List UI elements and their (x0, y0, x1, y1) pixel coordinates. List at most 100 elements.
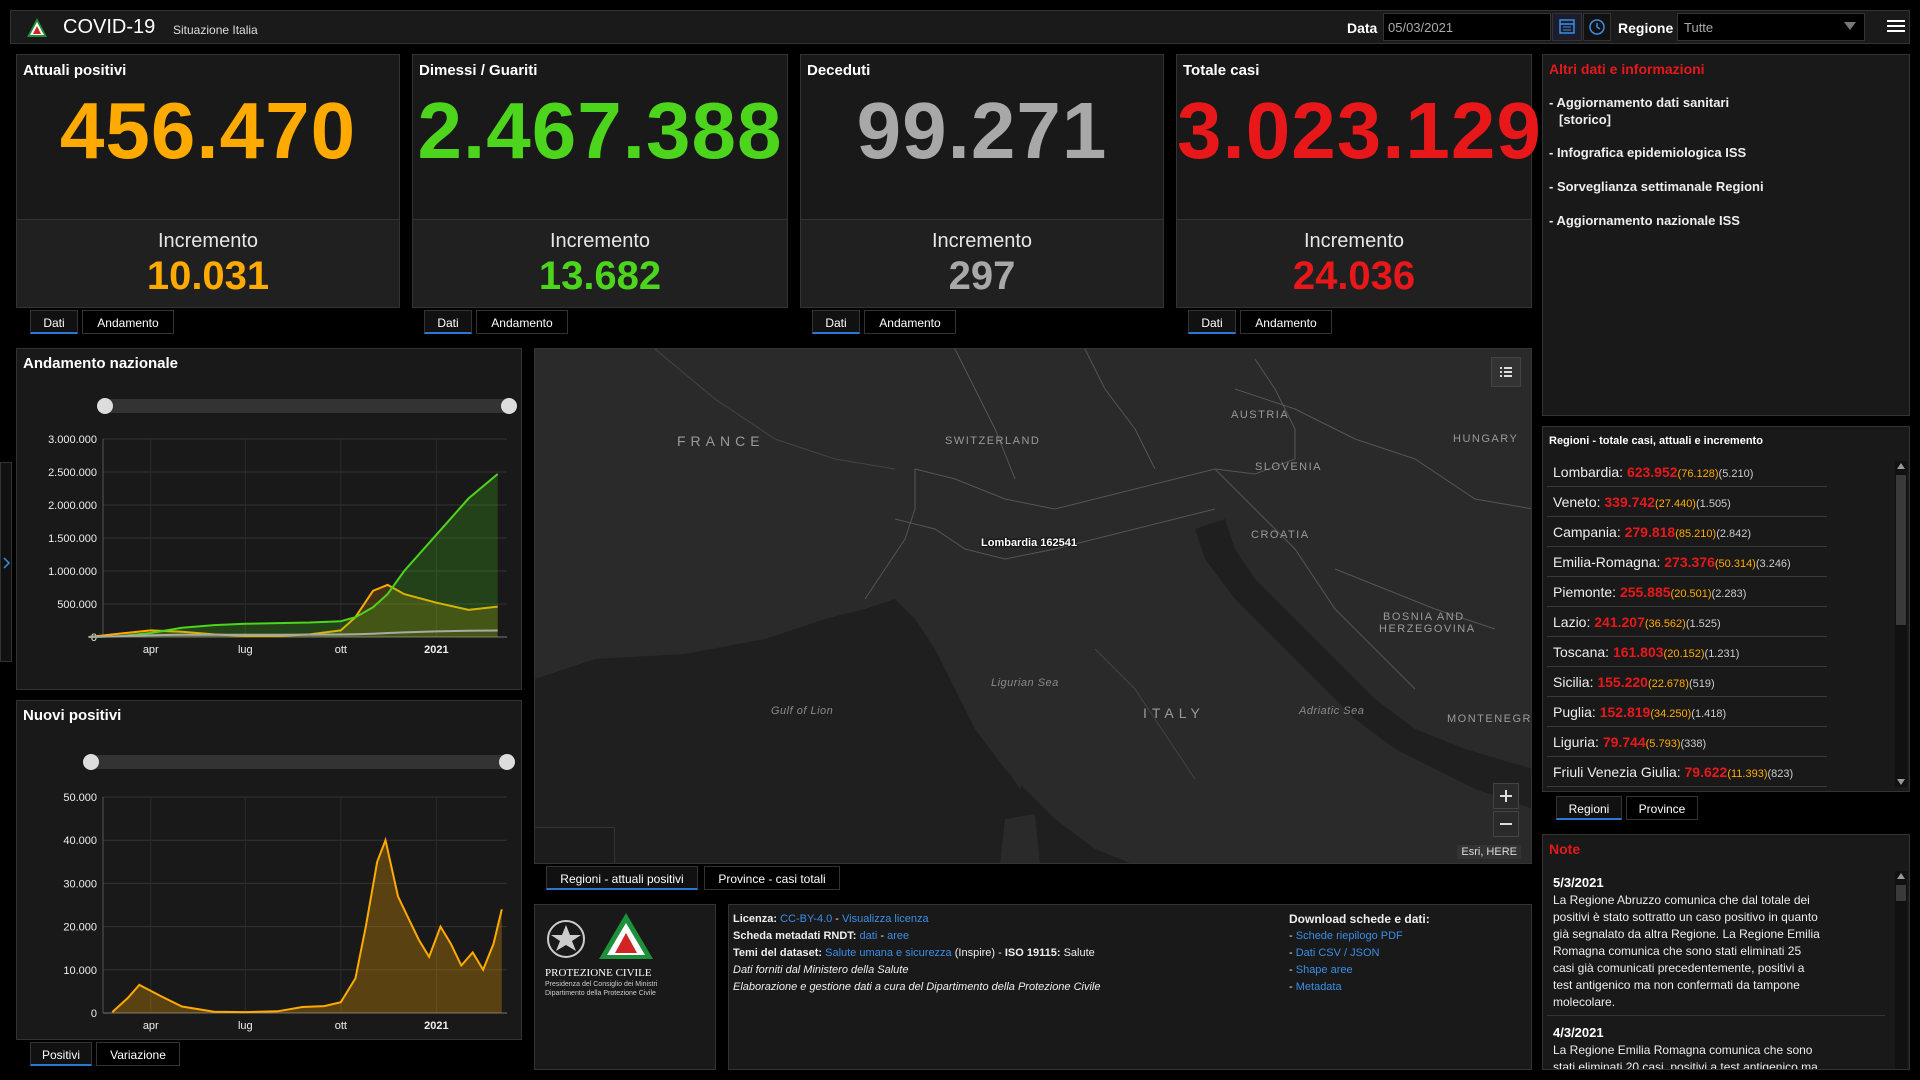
region-total: 152.819 (1599, 704, 1651, 720)
map-legend-button[interactable] (1491, 357, 1521, 387)
download-title: Download schede e dati: (1289, 912, 1430, 926)
map-canvas (535, 349, 1531, 863)
increment-label: Incremento (157, 230, 259, 252)
left-panel-handle[interactable] (0, 462, 12, 662)
tab-dati-positivi[interactable]: Dati (30, 310, 78, 334)
notes-scrollbar[interactable] (1895, 871, 1907, 1069)
scrollbar-thumb[interactable] (1896, 885, 1906, 901)
region-row[interactable]: Liguria: 79.744(5.793)(338) (1547, 727, 1827, 757)
iso-value: Salute (1060, 947, 1095, 959)
tab-variazione[interactable]: Variazione (96, 1042, 180, 1066)
scheda-dati-link[interactable]: dati (859, 930, 878, 942)
tab-regioni[interactable]: Regioni (1556, 796, 1622, 820)
list-icon (1500, 367, 1512, 377)
andamento-chart: 3.000.000 2.500.000 2.000.000 1.500.000 1.00… (48, 398, 517, 656)
scrollbar-thumb[interactable] (1896, 475, 1906, 625)
scroll-up-arrow-icon[interactable] (1897, 463, 1905, 469)
map-label-slovenia: SLOVENIA (1255, 461, 1323, 473)
range-slider-track (91, 755, 507, 769)
card-totale-casi: Totale casi 3.023.129 Incremento 24.036 (1176, 54, 1541, 308)
region-row[interactable]: Lombardia: 623.952(76.128)(5.210) (1547, 457, 1827, 487)
region-name: Piemonte: (1553, 584, 1617, 600)
footer-temi: Temi del dataset: Salute umana e sicurez… (733, 945, 1095, 962)
tab-andamento-totale[interactable]: Andamento (1240, 310, 1332, 334)
card-attuali-positivi: Attuali positivi 456.470 Incremento 10.0… (16, 54, 400, 308)
map-label-herzegovina: HERZEGOVINA (1379, 623, 1476, 635)
visualizza-licenza-link[interactable]: Visualizza licenza (842, 913, 929, 925)
tab-andamento-guariti[interactable]: Andamento (476, 310, 568, 334)
date-input[interactable]: 05/03/2021 (1383, 13, 1551, 41)
logo-subtitle-1: Presidenza del Consiglio dei Ministri (545, 981, 658, 988)
regions-scrollbar[interactable] (1895, 461, 1907, 787)
info-link-iss[interactable]: - Aggiornamento nazionale ISS (1549, 213, 1740, 228)
region-attuali: (27.440) (1655, 498, 1696, 510)
tab-dati-totale[interactable]: Dati (1188, 310, 1236, 334)
footer-logo-panel: PROTEZIONE CIVILE Presidenza del Consigl… (534, 904, 716, 1070)
regions-panel: Regioni - totale casi, attuali e increme… (1542, 426, 1910, 792)
map-label-gulf-of-lion: Gulf of Lion (771, 705, 834, 717)
region-row[interactable]: Puglia: 152.819(34.250)(1.418) (1547, 697, 1827, 727)
region-select[interactable]: Tutte (1677, 13, 1865, 41)
iso-label: ISO 19115: (1004, 947, 1061, 959)
range-slider-handle-left (97, 398, 113, 414)
region-attuali: (34.250) (1650, 708, 1692, 720)
info-link-storico[interactable]: [storico] (1559, 112, 1611, 127)
clock-icon (1589, 19, 1605, 35)
calendar-button[interactable] (1552, 13, 1582, 41)
region-total: 255.885 (1619, 584, 1671, 600)
range-slider-handle-right (501, 398, 517, 414)
scroll-down-arrow-icon[interactable] (1897, 779, 1905, 785)
map-panel[interactable]: FRANCE SWITZERLAND AUSTRIA HUNGARY SLOVE… (534, 348, 1532, 864)
region-row[interactable]: Piemonte: 255.885(20.501)(2.283) (1547, 577, 1827, 607)
region-row[interactable]: Emilia-Romagna: 273.376(50.314)(3.246) (1547, 547, 1827, 577)
chart-nuovi-panel: Nuovi positivi 50.000 40.000 30.000 20.000 1… (16, 700, 522, 1040)
region-row[interactable]: Veneto: 339.742(27.440)(1.505) (1547, 487, 1827, 517)
y-tick-label: 1.000.000 (48, 566, 97, 578)
region-name: Emilia-Romagna: (1553, 554, 1661, 570)
download-pdf-link[interactable]: Schede riepilogo PDF (1295, 930, 1403, 942)
licenza-link[interactable]: CC-BY-4.0 (780, 913, 833, 925)
y-tick-label: 500.000 (57, 599, 97, 611)
note-text: La Regione Abruzzo comunica che dal tota… (1553, 893, 1820, 1009)
tab-dati-deceduti[interactable]: Dati (812, 310, 860, 334)
increment-value: 24.036 (1292, 254, 1416, 298)
tab-province-casi-totali[interactable]: Province - casi totali (704, 866, 840, 890)
tab-positivi[interactable]: Positivi (30, 1042, 92, 1066)
region-row[interactable]: Campania: 279.818(85.210)(2.842) (1547, 517, 1827, 547)
download-shape-link[interactable]: Shape aree (1295, 964, 1353, 976)
range-slider-track (105, 399, 509, 413)
scheda-aree-link[interactable]: aree (887, 930, 910, 942)
zoom-in-button[interactable] (1493, 783, 1519, 809)
info-link-infografica[interactable]: - Infografica epidemiologica ISS (1549, 145, 1747, 160)
tab-dati-guariti[interactable]: Dati (424, 310, 472, 334)
download-metadata-link[interactable]: Metadata (1295, 981, 1342, 993)
tab-regioni-attuali-positivi[interactable]: Regioni - attuali positivi (546, 866, 698, 890)
region-row[interactable]: Friuli Venezia Giulia: 79.622(11.393)(82… (1547, 757, 1827, 787)
info-link-sorveglianza[interactable]: - Sorveglianza settimanale Regioni (1549, 179, 1764, 194)
region-attuali: (76.128) (1677, 468, 1719, 480)
region-increment: (3.246) (1755, 558, 1791, 570)
note-date: 5/3/2021 (1553, 875, 1604, 890)
scroll-up-arrow-icon[interactable] (1897, 873, 1905, 879)
region-attuali: (20.501) (1670, 588, 1712, 600)
region-name: Veneto: (1553, 494, 1601, 510)
temi-link[interactable]: Salute umana e sicurezza (825, 947, 952, 959)
download-csv-link[interactable]: Dati CSV / JSON (1295, 947, 1380, 959)
menu-button[interactable] (1887, 17, 1907, 37)
info-panel: Altri dati e informazioni - Aggiornament… (1542, 54, 1910, 416)
tab-andamento-deceduti[interactable]: Andamento (864, 310, 956, 334)
zoom-out-button[interactable] (1493, 811, 1519, 837)
download-pdf: - Schede riepilogo PDF (1289, 930, 1403, 942)
map-minimap (535, 827, 615, 863)
region-row[interactable]: Toscana: 161.803(20.152)(1.231) (1547, 637, 1827, 667)
tab-province[interactable]: Province (1626, 796, 1698, 820)
map-attribution: Esri, HERE (1457, 845, 1521, 859)
tab-andamento-positivi[interactable]: Andamento (82, 310, 174, 334)
notes-panel: Note 5/3/2021 La Regione Abruzzo comunic… (1542, 834, 1910, 1070)
region-row[interactable]: Sicilia: 155.220(22.678)(519) (1547, 667, 1827, 697)
info-link-aggiornamento[interactable]: - Aggiornamento dati sanitari (1549, 95, 1730, 110)
time-button[interactable] (1583, 13, 1611, 41)
region-name: Friuli Venezia Giulia: (1553, 764, 1681, 780)
licenza-label: Licenza: (733, 913, 778, 925)
region-row[interactable]: Lazio: 241.207(36.562)(1.525) (1547, 607, 1827, 637)
